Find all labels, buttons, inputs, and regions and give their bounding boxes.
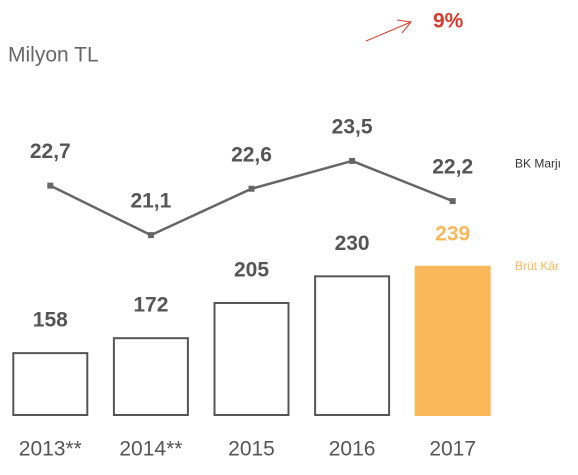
line-value-label: 23,5 bbox=[332, 115, 373, 138]
x-tick-label: 2016 bbox=[329, 438, 376, 461]
x-tick-label: 2014** bbox=[119, 438, 182, 461]
bar-value-label: 172 bbox=[133, 294, 168, 317]
bar bbox=[414, 265, 491, 416]
bar-value-label: 158 bbox=[33, 309, 68, 332]
growth-annotation: 9% bbox=[433, 10, 464, 33]
bar-value-label: 205 bbox=[234, 259, 269, 282]
x-tick-label: 2015 bbox=[228, 438, 275, 461]
line-marker bbox=[449, 198, 456, 205]
bar bbox=[12, 352, 89, 416]
line-value-label: 22,7 bbox=[30, 140, 71, 163]
x-tick-label: 2017 bbox=[429, 438, 476, 461]
line-value-label: 21,1 bbox=[130, 190, 171, 213]
line-value-label: 22,6 bbox=[231, 143, 272, 166]
bar-value-label: 239 bbox=[435, 222, 470, 245]
legend-entry: BK Marjı bbox=[515, 156, 561, 170]
bar bbox=[213, 302, 290, 416]
line-marker bbox=[248, 185, 255, 192]
bar-value-label: 230 bbox=[335, 232, 370, 255]
line-value-label: 22,2 bbox=[432, 156, 473, 179]
x-tick-label: 2013** bbox=[19, 438, 82, 461]
bar bbox=[112, 337, 189, 417]
growth-arrow bbox=[365, 19, 412, 42]
line-marker bbox=[147, 232, 154, 239]
unit-label: Milyon TL bbox=[8, 44, 99, 67]
line-marker bbox=[47, 182, 54, 189]
legend-entry: Brüt Kâr bbox=[515, 259, 559, 273]
line bbox=[49, 159, 454, 237]
bar bbox=[314, 275, 391, 417]
line-marker bbox=[349, 157, 356, 164]
